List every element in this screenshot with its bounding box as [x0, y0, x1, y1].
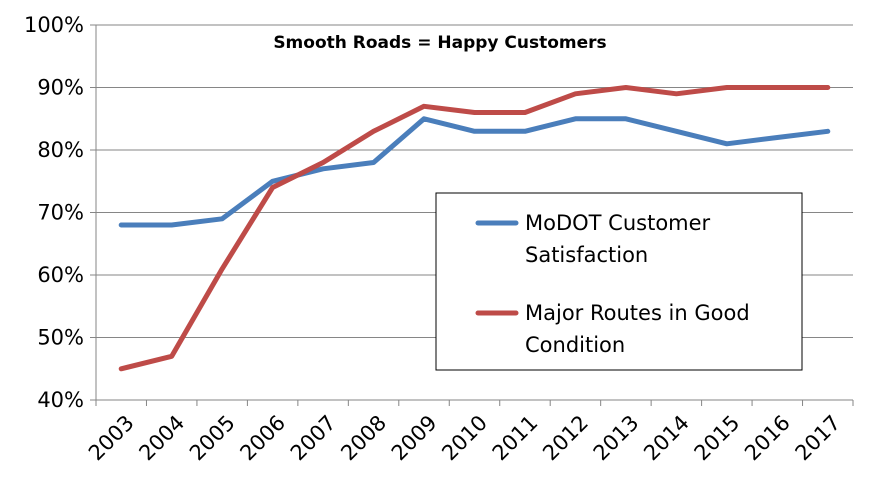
y-axis-ticks: 40% 50% 60% 70% 80% 90% 100%	[24, 13, 84, 412]
series-line-2	[118, 85, 831, 372]
y-tick-label: 90%	[37, 76, 84, 100]
y-tick-label: 60%	[37, 263, 84, 287]
x-tick-label: 2011	[488, 411, 543, 466]
legend-label: Condition	[525, 333, 625, 357]
y-tick-label: 80%	[37, 138, 84, 162]
legend-label: Major Routes in Good	[525, 301, 750, 325]
x-tick-label: 2017	[791, 411, 846, 466]
x-tick-label: 2008	[336, 411, 391, 466]
x-tick-label: 2004	[134, 411, 189, 466]
y-tick-label: 50%	[37, 326, 84, 350]
x-axis-ticks: 2003200420052006200720082009201020112012…	[84, 411, 845, 466]
legend: MoDOT Customer Satisfaction Major Routes i…	[435, 192, 803, 371]
x-tick-label: 2015	[690, 411, 745, 466]
x-tick-label: 2007	[286, 411, 341, 466]
legend-label: Satisfaction	[525, 243, 648, 267]
legend-label: MoDOT Customer	[525, 211, 711, 235]
y-tick-label: 70%	[37, 201, 84, 225]
y-tick-label: 100%	[24, 13, 84, 37]
series-line-1	[118, 116, 831, 228]
x-tick-label: 2006	[235, 411, 290, 466]
x-tick-label: 2003	[84, 411, 139, 466]
x-tick-label: 2012	[538, 411, 593, 466]
axes	[90, 24, 854, 406]
x-tick-label: 2014	[639, 411, 694, 466]
chart-title: Smooth Roads = Happy Customers	[273, 33, 606, 53]
x-tick-label: 2005	[185, 411, 240, 466]
x-tick-label: 2010	[437, 411, 492, 466]
x-tick-label: 2016	[740, 411, 795, 466]
y-tick-label: 40%	[37, 388, 84, 412]
series-lines	[118, 85, 831, 372]
x-tick-label: 2013	[589, 411, 644, 466]
x-tick-label: 2009	[387, 411, 442, 466]
